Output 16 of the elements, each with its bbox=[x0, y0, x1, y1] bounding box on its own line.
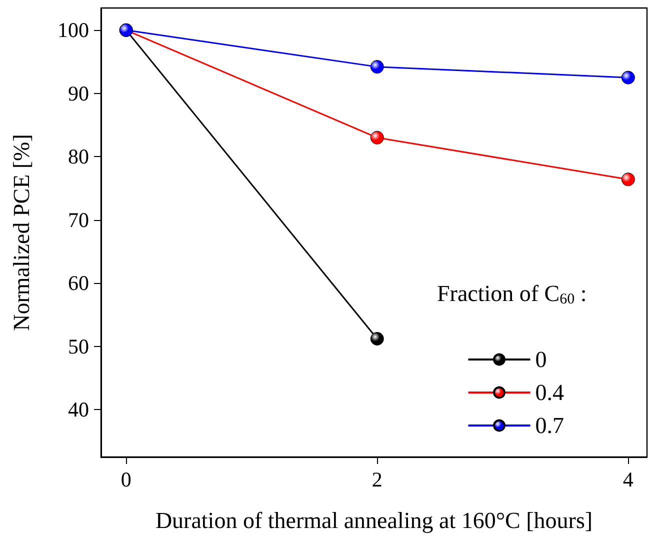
x-tick-label: 0 bbox=[120, 468, 132, 492]
legend-label: 0.4 bbox=[535, 380, 564, 405]
y-tick-label: 100 bbox=[58, 18, 89, 42]
point bbox=[370, 332, 384, 346]
legend-label: 0 bbox=[535, 347, 547, 372]
y-tick-label: 80 bbox=[68, 144, 89, 169]
y-tick-label: 50 bbox=[68, 334, 89, 358]
x-tick-label: 2 bbox=[372, 468, 382, 492]
y-tick-label: 40 bbox=[68, 398, 89, 422]
y-axis-title: Normalized PCE [%] bbox=[9, 134, 34, 331]
legend-label: 0.7 bbox=[535, 413, 564, 438]
y-tick-label: 70 bbox=[68, 208, 89, 232]
x-axis-title: Duration of thermal annealing at 160°C [hours] bbox=[155, 508, 593, 533]
y-tick-label: 90 bbox=[68, 81, 89, 106]
y-tick-label: 60 bbox=[68, 271, 89, 296]
x-tick-label: 4 bbox=[622, 468, 634, 492]
